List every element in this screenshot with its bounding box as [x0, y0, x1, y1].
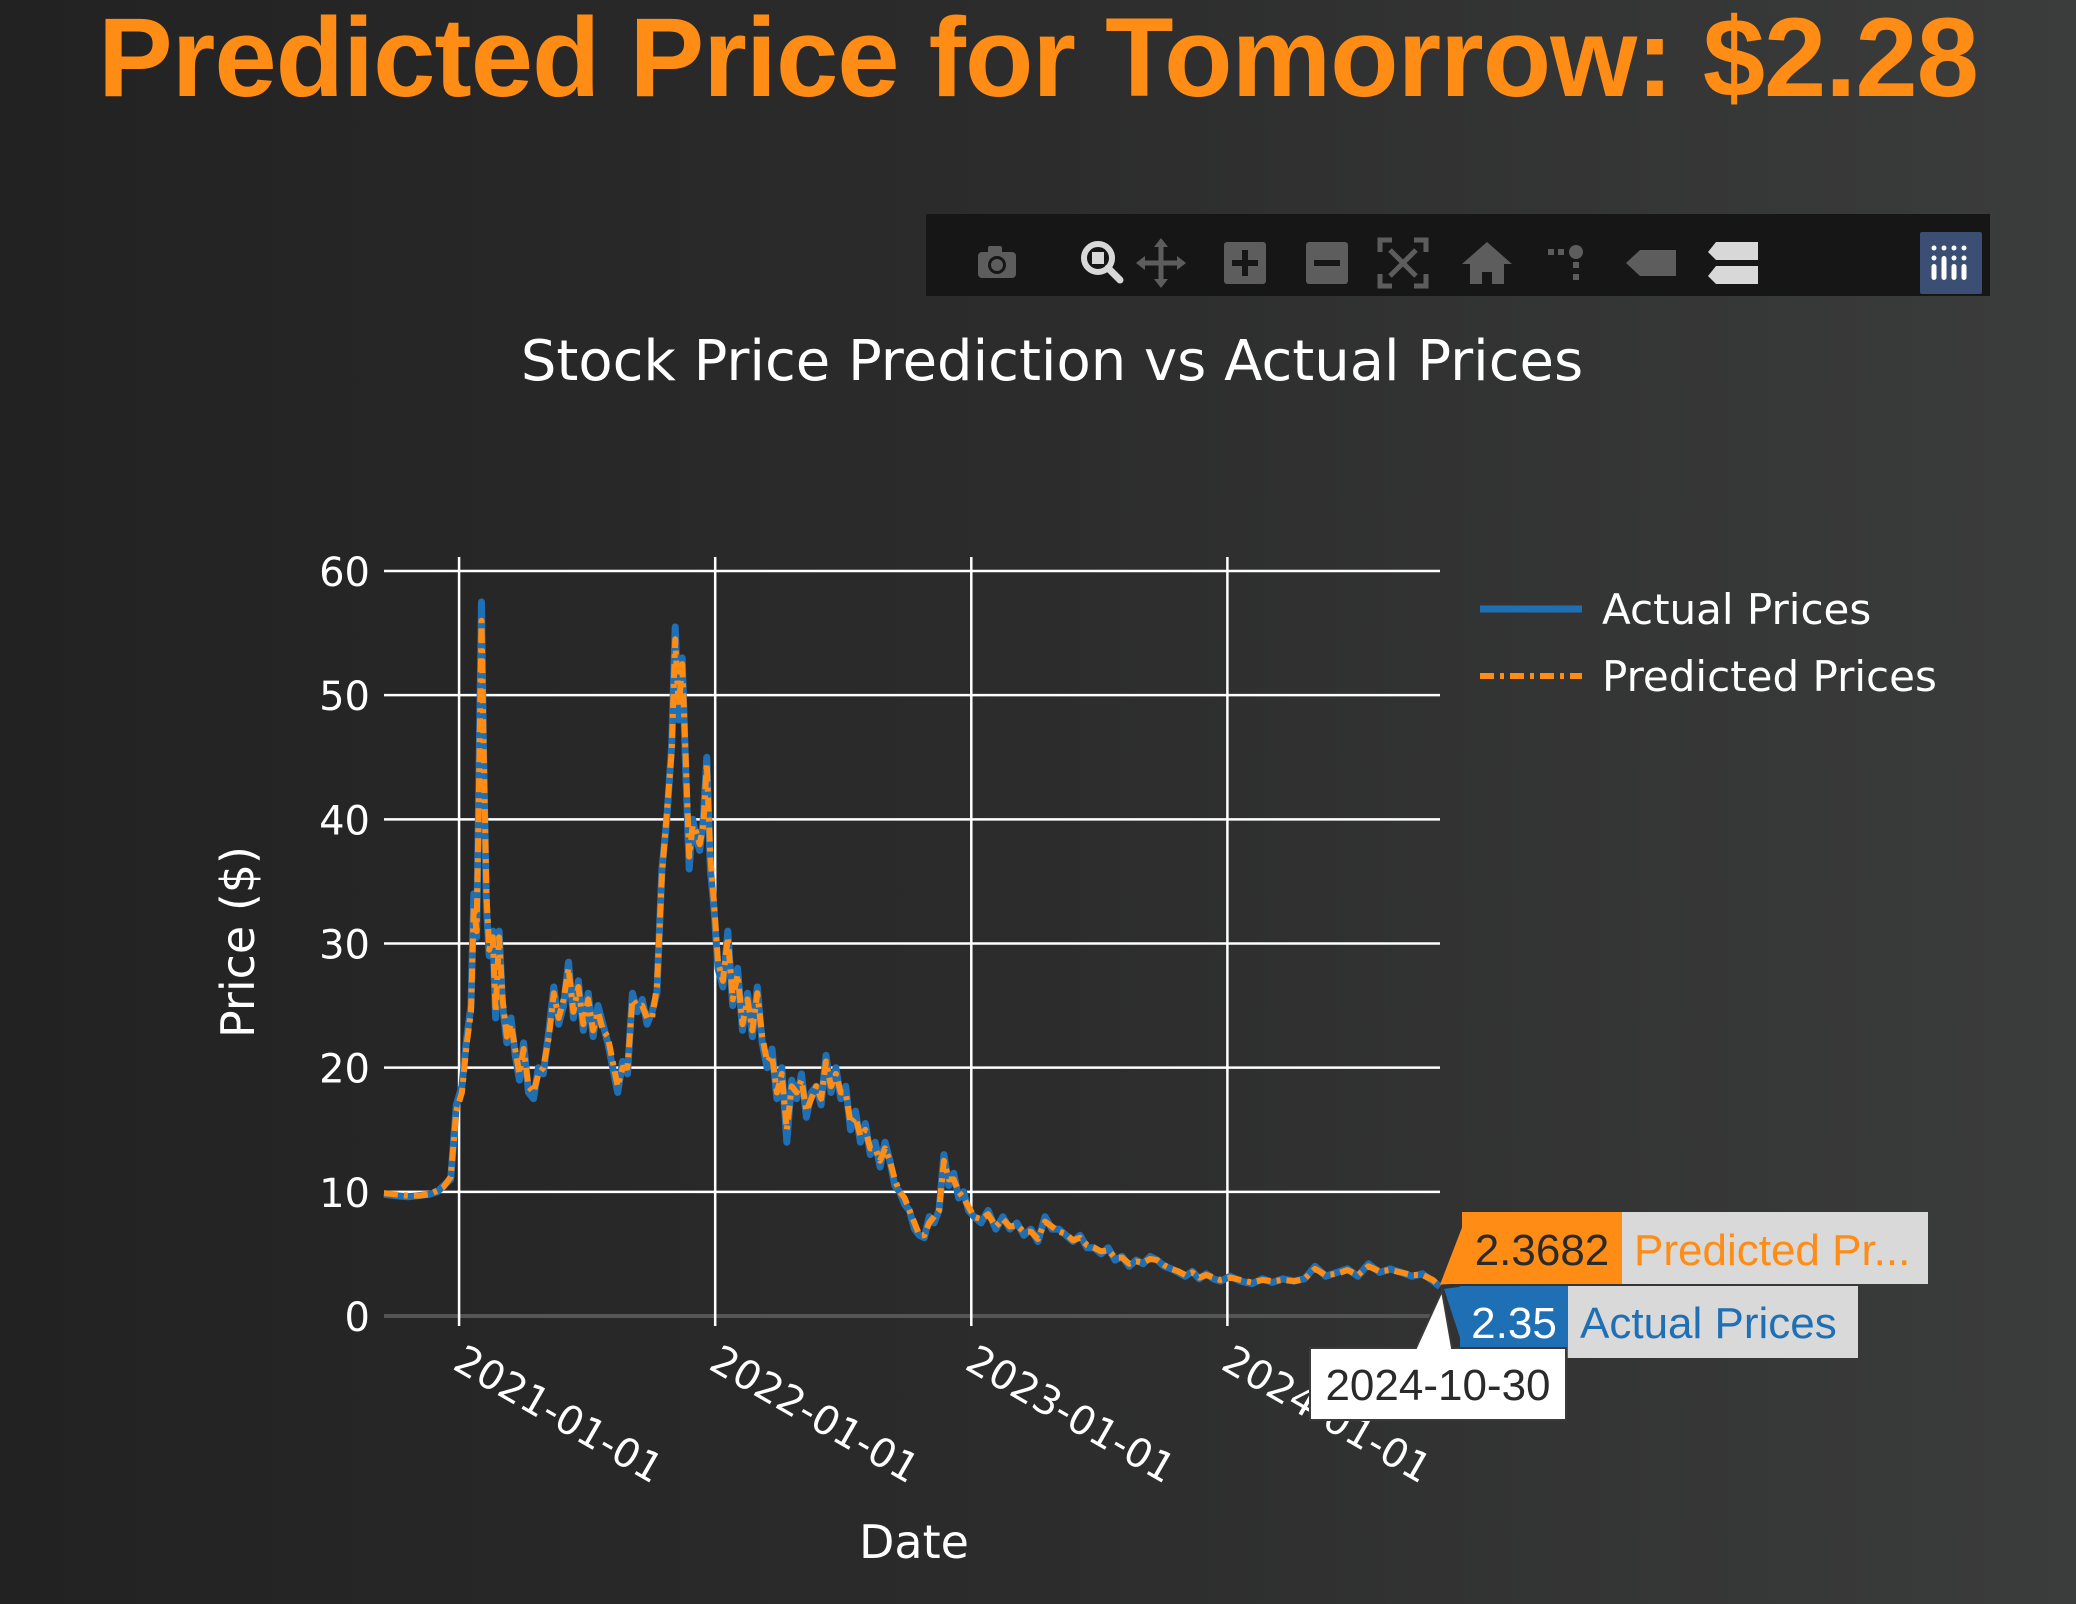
hover-date-box: [1309, 1287, 1567, 1421]
grid-layer: [384, 557, 1440, 1326]
y-tick-label: 60: [319, 550, 370, 596]
hover-label-box-actual: [1568, 1286, 1858, 1358]
hover-label-predicted: Predicted Pr...: [1634, 1226, 1910, 1275]
legend-label-actual: Actual Prices: [1602, 585, 1871, 634]
plotly-logo-icon: [1931, 245, 1967, 280]
predicted-price-headline: Predicted Price for Tomorrow: $2.28: [98, 0, 1979, 120]
download-plot-button[interactable]: [966, 232, 1028, 294]
reset-axes-button[interactable]: [1456, 232, 1518, 294]
compare-data-icon: [1708, 242, 1758, 284]
hover-label-box-predicted: [1622, 1212, 1928, 1284]
hover-value-box-predicted: [1462, 1212, 1622, 1284]
zoom-in-icon: [1224, 242, 1266, 284]
zoom-icon: [1081, 241, 1124, 284]
compare-data-button[interactable]: [1702, 232, 1764, 294]
hover-value-actual: 2.35: [1471, 1299, 1557, 1348]
x-tick-label: 2022-01-01: [702, 1337, 926, 1493]
y-tick-label: 20: [319, 1047, 370, 1093]
pan-icon: [1136, 238, 1186, 288]
axis-layer: 0 10 20 30 40 50 60 2021-01-01 2022-01-01 2023-01…: [319, 550, 1439, 1493]
zoom-out-button[interactable]: [1296, 232, 1358, 294]
zoom-in-button[interactable]: [1214, 232, 1276, 294]
hover-date-label: 2024-10-30: [1325, 1361, 1550, 1410]
zoom-out-icon: [1306, 242, 1348, 284]
y-tick-label: 30: [319, 923, 370, 969]
pan-button[interactable]: [1130, 232, 1192, 294]
download-plot-icon: [978, 246, 1016, 278]
y-tick-label: 0: [345, 1295, 370, 1341]
autoscale-button[interactable]: [1372, 232, 1434, 294]
spike-lines-button[interactable]: [1536, 232, 1598, 294]
hover-value-box-actual: [1460, 1286, 1568, 1358]
show-closest-icon: [1626, 250, 1676, 276]
autoscale-icon: [1377, 237, 1429, 289]
hover-label-actual: Actual Prices: [1580, 1299, 1837, 1348]
hover-tooltip: 2.3682 Predicted Pr... 2.35 Actual Prices 20…: [1309, 1212, 1928, 1421]
plotly-logo-button[interactable]: [1920, 232, 1982, 294]
y-tick-label: 40: [319, 798, 370, 844]
zoom-button[interactable]: [1072, 232, 1134, 294]
y-tick-label: 10: [319, 1171, 370, 1217]
legend[interactable]: Actual Prices Predicted Prices: [1480, 585, 1937, 701]
show-closest-button[interactable]: [1620, 232, 1682, 294]
legend-label-predicted: Predicted Prices: [1602, 652, 1937, 701]
chart-title: Stock Price Prediction vs Actual Prices: [521, 329, 1583, 394]
x-tick-label: 2021-01-01: [446, 1337, 670, 1493]
y-tick-label: 50: [319, 674, 370, 720]
x-tick-label: 2023-01-01: [958, 1337, 1182, 1493]
predicted-prices-line: [383, 617, 1443, 1289]
x-axis-title: Date: [859, 1515, 969, 1569]
y-axis-title: Price ($): [211, 846, 265, 1038]
plot-modebar: [926, 214, 1990, 296]
reset-axes-icon: [1462, 242, 1512, 284]
spike-lines-icon: [1548, 245, 1583, 280]
hover-pointer-predicted: [1440, 1212, 1468, 1285]
series-layer: [383, 598, 1443, 1290]
hover-value-predicted: 2.3682: [1475, 1226, 1610, 1275]
